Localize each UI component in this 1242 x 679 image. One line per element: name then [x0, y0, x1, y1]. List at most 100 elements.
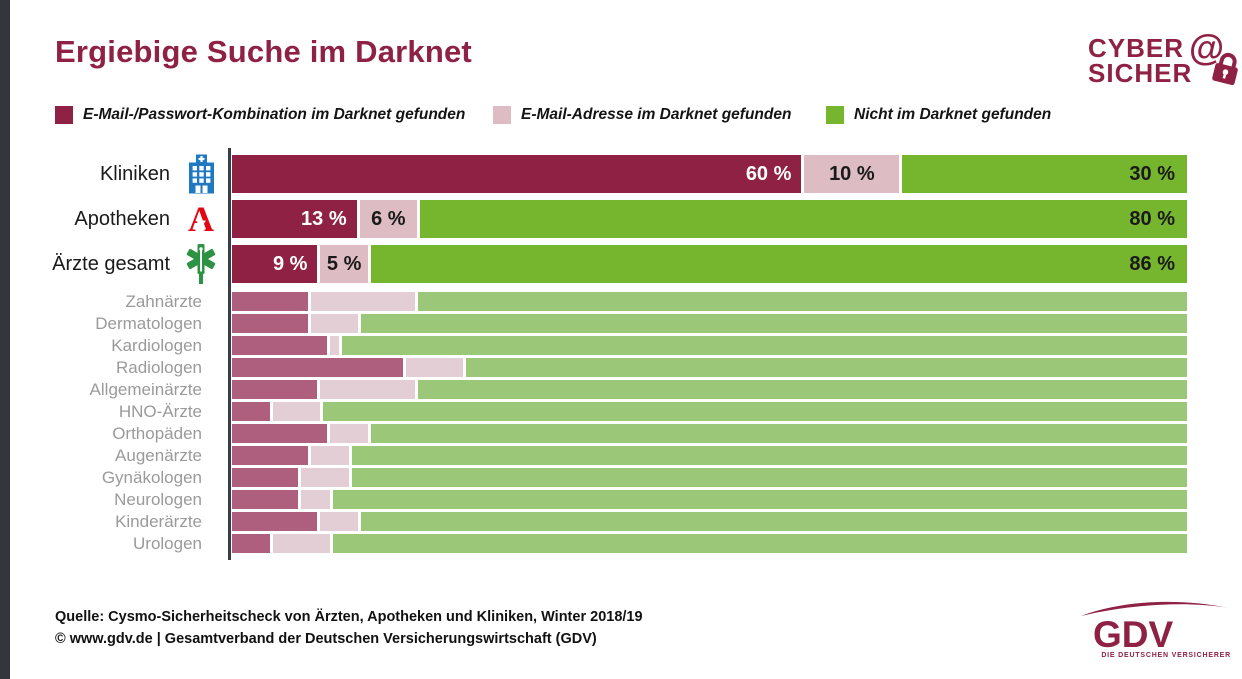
- segment-not-found: [361, 314, 1187, 333]
- segment-email-found: [320, 512, 359, 531]
- segment-password-found: [232, 468, 299, 487]
- row-label: Orthopäden: [112, 423, 202, 443]
- row-label: Kliniken: [99, 162, 170, 185]
- segment-not-found: [418, 380, 1188, 399]
- chart-row: Dermatologen: [0, 314, 1187, 333]
- chart-row: Ärzte gesamt 9 % 5 % 86 %: [0, 243, 1188, 285]
- row-label: Urologen: [133, 533, 202, 553]
- bar-track: 13 % 6 % 80 %: [232, 200, 1187, 238]
- row-label: Augenärzte: [115, 445, 202, 465]
- row-label: Neurologen: [114, 489, 202, 509]
- chart-row: Orthopäden: [0, 423, 1188, 443]
- segment-email-found: [320, 380, 416, 399]
- segment-not-found: 86 %: [370, 245, 1188, 283]
- segment-not-found: [370, 424, 1188, 443]
- value-label: 86 %: [1129, 252, 1176, 275]
- row-label: Kinderärzte: [115, 511, 202, 531]
- cybersicher-logo: CYBER SICHER @: [1088, 30, 1242, 88]
- gdv-logo: GDV DIE DEUTSCHEN VERSICHERER: [1078, 597, 1234, 666]
- segment-not-found: [332, 490, 1187, 509]
- left-edge-strip: [0, 0, 10, 679]
- row-label: Allgemeinärzte: [89, 379, 202, 399]
- segment-not-found: [332, 534, 1187, 553]
- legend-label: E-Mail-Adresse im Darknet gefunden: [521, 106, 792, 123]
- row-label: Gynäkologen: [101, 467, 202, 487]
- gdv-subtext: DIE DEUTSCHEN VERSICHERER: [1101, 652, 1231, 659]
- segment-password-found: 13 %: [232, 200, 357, 238]
- segment-not-found: [351, 446, 1187, 465]
- row-label: Zahnärzte: [125, 291, 202, 311]
- chart-row: Zahnärzte: [0, 292, 1187, 311]
- segment-not-found: 30 %: [902, 155, 1188, 193]
- segment-password-found: [232, 534, 270, 553]
- value-label: 6 %: [371, 207, 406, 230]
- at-padlock-icon: @: [1189, 30, 1239, 86]
- legend-swatch-green: [826, 106, 844, 124]
- segment-password-found: [232, 336, 327, 355]
- star-of-life-icon-cell: [170, 243, 232, 285]
- segment-password-found: [232, 314, 308, 333]
- segment-password-found: [232, 402, 270, 421]
- source-line-2: © www.gdv.de | Gesamtverband der Deutsch…: [55, 631, 597, 647]
- row-label: Ärzte gesamt: [52, 252, 170, 275]
- chart-row: Neurologen: [0, 490, 1187, 509]
- chart-row: Radiologen: [0, 358, 1187, 377]
- bar-track: [232, 490, 1187, 509]
- cybersicher-line2: SICHER: [1088, 58, 1193, 88]
- hospital-icon: [188, 154, 214, 194]
- bar-track: [232, 424, 1188, 443]
- segment-email-found: [329, 336, 340, 355]
- chart-row: Kardiologen: [0, 336, 1187, 355]
- segment-password-found: 60 %: [232, 155, 802, 193]
- legend-label: Nicht im Darknet gefunden: [854, 106, 1052, 123]
- segment-password-found: 9 %: [232, 245, 318, 283]
- segment-password-found: [232, 512, 318, 531]
- segment-password-found: [232, 292, 308, 311]
- chart-row: Kliniken 60 % 10 % 30 %: [0, 154, 1188, 194]
- bar-track: 9 % 5 % 86 %: [232, 245, 1188, 283]
- segment-not-found: 80 %: [420, 200, 1187, 238]
- segment-password-found: [232, 424, 327, 443]
- segment-password-found: [232, 358, 403, 377]
- cybersicher-line1: CYBER: [1088, 33, 1185, 63]
- bar-track: 60 % 10 % 30 %: [232, 155, 1188, 193]
- gdv-wordmark: GDV: [1093, 614, 1174, 655]
- segment-email-found: [301, 468, 349, 487]
- bar-track: [232, 292, 1187, 311]
- legend-item-email-found: E-Mail-Adresse im Darknet gefunden: [493, 104, 791, 126]
- bar-track: [232, 534, 1187, 553]
- legend-item-not-found: Nicht im Darknet gefunden: [826, 104, 1051, 126]
- segment-not-found: [342, 336, 1187, 355]
- segment-email-found: [310, 446, 349, 465]
- bar-track: [232, 336, 1187, 355]
- segment-email-found: [310, 314, 359, 333]
- chart-axis-line: [228, 148, 231, 560]
- row-label: Dermatologen: [95, 313, 202, 333]
- segment-password-found: [232, 446, 308, 465]
- segment-email-found: [301, 490, 330, 509]
- svg-text:A: A: [188, 200, 214, 238]
- source-note: Quelle: Cysmo-Sicherheitscheck von Ärzte…: [55, 606, 643, 650]
- bar-track: [232, 512, 1188, 531]
- row-label: Apotheken: [74, 207, 170, 230]
- segment-not-found: [323, 402, 1187, 421]
- svg-text:@: @: [1189, 30, 1224, 68]
- segment-email-found: 6 %: [359, 200, 418, 238]
- value-label: 30 %: [1129, 162, 1176, 185]
- chart-row: Kinderärzte: [0, 511, 1188, 531]
- value-label: 13 %: [301, 207, 347, 230]
- legend-label: E-Mail-/Passwort-Kombination im Darknet …: [83, 106, 466, 123]
- row-label: Kardiologen: [111, 335, 202, 355]
- legend-item-password-found: E-Mail-/Passwort-Kombination im Darknet …: [55, 104, 465, 126]
- segment-email-found: [272, 402, 321, 421]
- source-line-1: Quelle: Cysmo-Sicherheitscheck von Ärzte…: [55, 609, 643, 625]
- pharmacy-icon: A: [188, 200, 214, 238]
- legend-swatch-pink: [493, 106, 511, 124]
- value-label: 5 %: [326, 252, 362, 275]
- value-label: 10 %: [829, 162, 875, 185]
- segment-email-found: 5 %: [320, 245, 368, 283]
- star-of-life-icon: [186, 244, 216, 284]
- hospital-icon-cell: [170, 154, 232, 194]
- value-label: 60 %: [745, 162, 792, 185]
- segment-email-found: [310, 292, 416, 311]
